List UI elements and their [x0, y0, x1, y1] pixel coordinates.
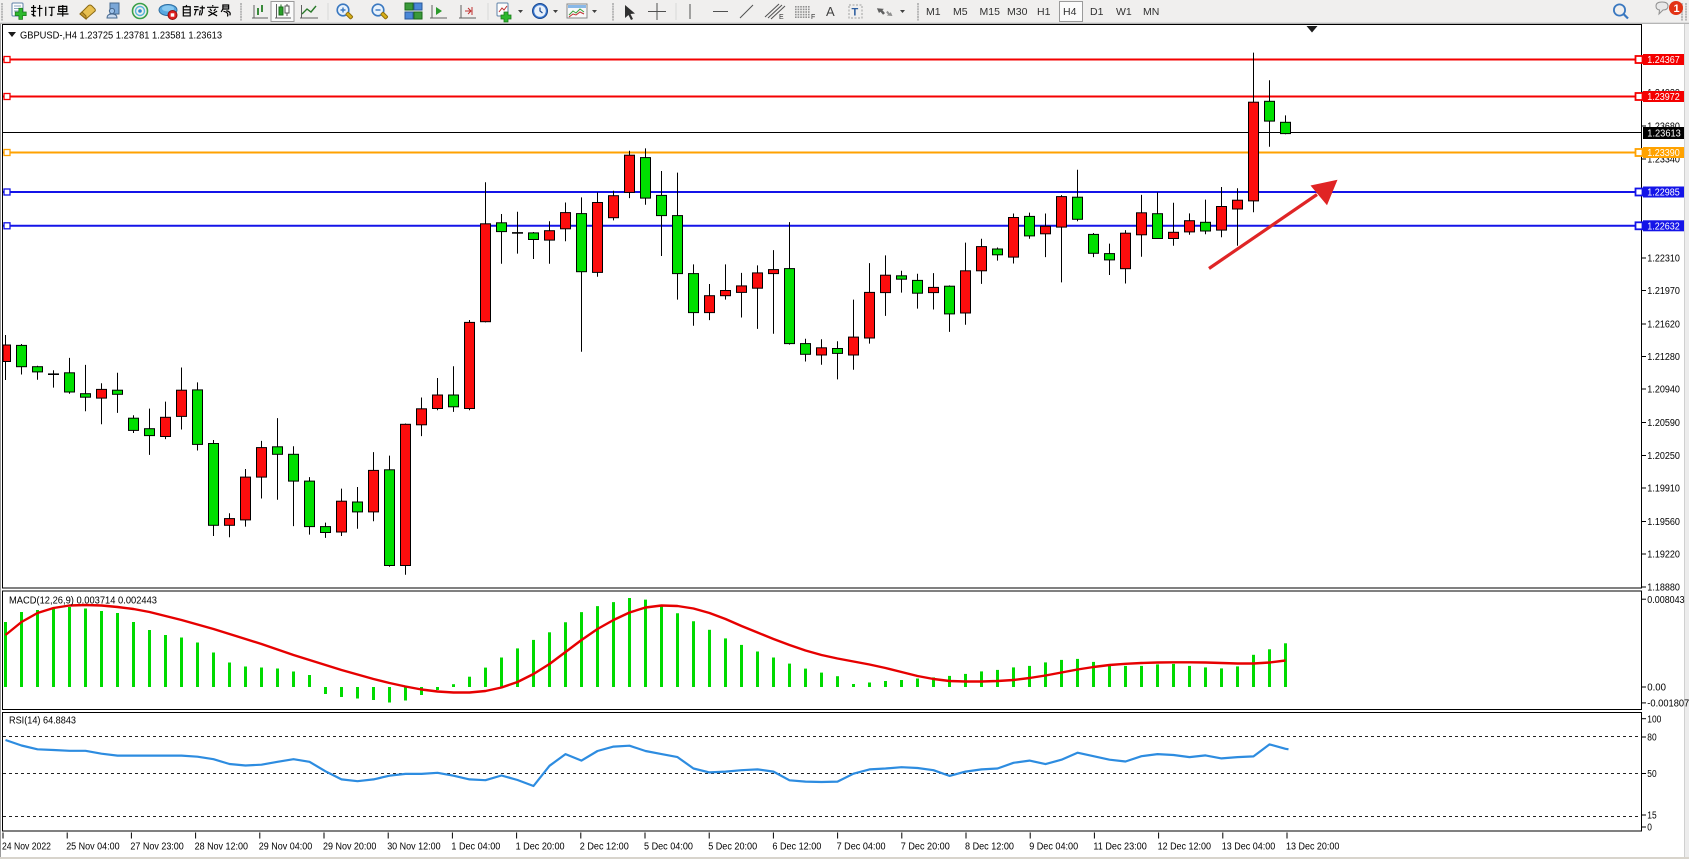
svg-text:13 Dec 04:00: 13 Dec 04:00 [1222, 842, 1276, 853]
svg-text:-0.001807: -0.001807 [1647, 699, 1689, 710]
svg-text:24 Nov 2022: 24 Nov 2022 [2, 842, 51, 853]
svg-text:0: 0 [1647, 823, 1652, 834]
svg-text:7 Dec 20:00: 7 Dec 20:00 [901, 842, 950, 853]
svg-text:15: 15 [1647, 811, 1657, 822]
svg-text:1.21280: 1.21280 [1647, 352, 1680, 363]
svg-text:1.21620: 1.21620 [1647, 320, 1680, 331]
svg-text:W1: W1 [1116, 6, 1132, 18]
svg-text:1.19220: 1.19220 [1647, 550, 1680, 561]
svg-text:28 Nov 12:00: 28 Nov 12:00 [195, 842, 249, 853]
svg-text:A: A [826, 4, 835, 19]
svg-text:29 Nov 04:00: 29 Nov 04:00 [259, 842, 313, 853]
svg-text:6 Dec 12:00: 6 Dec 12:00 [772, 842, 821, 853]
svg-text:E: E [779, 14, 784, 21]
svg-text:5 Dec 04:00: 5 Dec 04:00 [644, 842, 693, 853]
svg-text:9 Dec 04:00: 9 Dec 04:00 [1029, 842, 1078, 853]
svg-text:1.23613: 1.23613 [1647, 129, 1681, 140]
svg-text:M30: M30 [1007, 6, 1028, 18]
svg-text:80: 80 [1647, 733, 1657, 744]
svg-text:27 Nov 23:00: 27 Nov 23:00 [130, 842, 184, 853]
svg-text:0.008043: 0.008043 [1647, 595, 1685, 606]
svg-text:1.22632: 1.22632 [1647, 221, 1680, 232]
svg-text:T: T [852, 7, 859, 19]
svg-text:7 Dec 04:00: 7 Dec 04:00 [837, 842, 886, 853]
svg-text:11 Dec 23:00: 11 Dec 23:00 [1093, 842, 1147, 853]
svg-text:1.20940: 1.20940 [1647, 385, 1680, 396]
svg-text:1.20250: 1.20250 [1647, 451, 1680, 462]
svg-text:1: 1 [1674, 3, 1680, 15]
svg-text:MACD(12,26,9) 0.003714 0.00244: MACD(12,26,9) 0.003714 0.002443 [9, 595, 157, 607]
svg-text:1 Dec 04:00: 1 Dec 04:00 [451, 842, 500, 853]
svg-text:M1: M1 [926, 6, 941, 18]
svg-text:50: 50 [1647, 769, 1657, 780]
svg-text:1.21970: 1.21970 [1647, 286, 1680, 297]
svg-text:1.23340: 1.23340 [1647, 155, 1680, 166]
svg-text:1.19910: 1.19910 [1647, 484, 1680, 495]
svg-text:F: F [811, 14, 815, 21]
svg-text:2 Dec 12:00: 2 Dec 12:00 [580, 842, 629, 853]
svg-text:29 Nov 20:00: 29 Nov 20:00 [323, 842, 377, 853]
svg-text:1.23390: 1.23390 [1647, 148, 1680, 159]
svg-text:MN: MN [1143, 6, 1159, 18]
svg-text:12 Dec 12:00: 12 Dec 12:00 [1158, 842, 1212, 853]
svg-text:1.23972: 1.23972 [1647, 92, 1680, 103]
svg-text:1.24367: 1.24367 [1647, 55, 1680, 66]
svg-text:25 Nov 04:00: 25 Nov 04:00 [66, 842, 120, 853]
svg-text:M5: M5 [953, 6, 968, 18]
svg-text:M15: M15 [980, 6, 1001, 18]
svg-text:1 Dec 20:00: 1 Dec 20:00 [516, 842, 565, 853]
svg-text:H1: H1 [1037, 6, 1051, 18]
svg-text:30 Nov 12:00: 30 Nov 12:00 [387, 842, 441, 853]
svg-text:13 Dec 20:00: 13 Dec 20:00 [1286, 842, 1340, 853]
svg-text:1.19560: 1.19560 [1647, 517, 1680, 528]
svg-text:D1: D1 [1090, 6, 1104, 18]
svg-text:1.18880: 1.18880 [1647, 583, 1680, 594]
svg-text:H4: H4 [1063, 6, 1077, 18]
svg-text:1.20590: 1.20590 [1647, 418, 1680, 429]
svg-text:1.22310: 1.22310 [1647, 254, 1680, 265]
svg-text:8 Dec 12:00: 8 Dec 12:00 [965, 842, 1014, 853]
svg-text:0.00: 0.00 [1647, 683, 1666, 694]
svg-text:5 Dec 20:00: 5 Dec 20:00 [708, 842, 757, 853]
svg-text:100: 100 [1647, 714, 1661, 725]
svg-text:1.22985: 1.22985 [1647, 188, 1680, 199]
svg-text:RSI(14) 64.8843: RSI(14) 64.8843 [9, 715, 76, 727]
svg-text:GBPUSD-,H4 1.23725 1.23781 1.: GBPUSD-,H4 1.23725 1.23781 1.23581 1.236… [20, 30, 222, 42]
